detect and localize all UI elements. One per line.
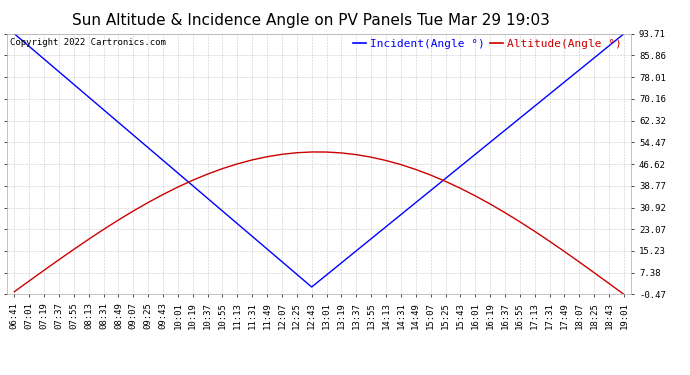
Text: Copyright 2022 Cartronics.com: Copyright 2022 Cartronics.com <box>10 38 166 46</box>
Legend: Incident(Angle °), Altitude(Angle °): Incident(Angle °), Altitude(Angle °) <box>348 34 626 53</box>
Text: Sun Altitude & Incidence Angle on PV Panels Tue Mar 29 19:03: Sun Altitude & Incidence Angle on PV Pan… <box>72 13 549 28</box>
